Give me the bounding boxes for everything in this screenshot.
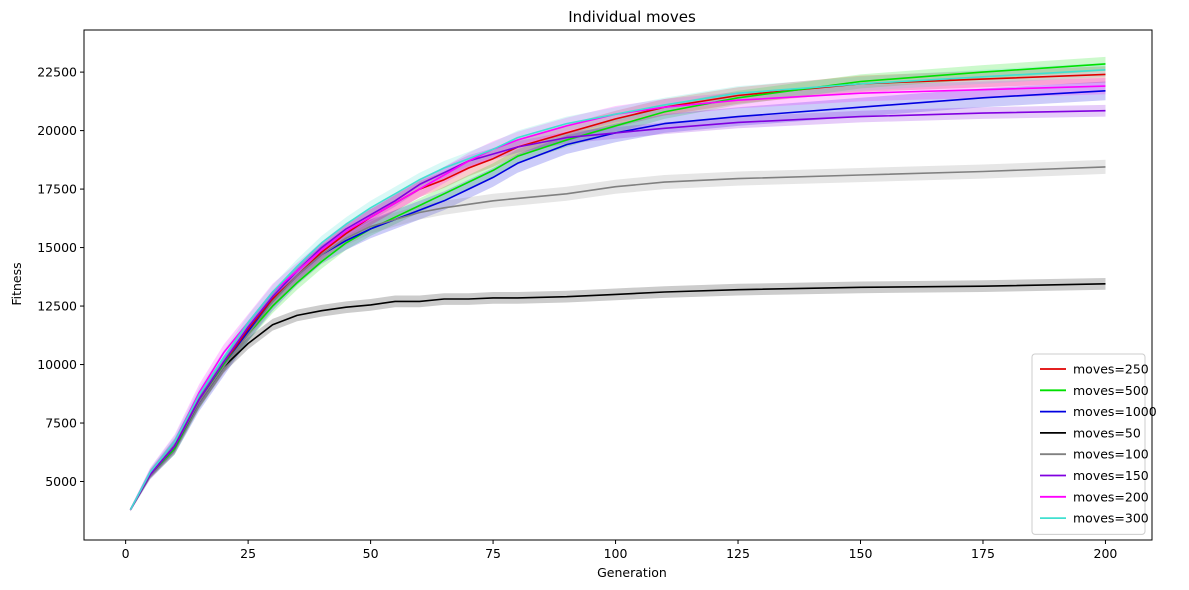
legend-label-5: moves=150 [1073, 468, 1149, 483]
x-axis-label: Generation [597, 565, 667, 580]
x-tick-label-25: 25 [240, 546, 256, 561]
plot-frame [83, 29, 1153, 541]
x-tick-label-125: 125 [726, 546, 750, 561]
x-tick-label-175: 175 [971, 546, 995, 561]
chart-title: Individual moves [568, 8, 696, 26]
series-line-4 [129, 166, 1106, 510]
y-axis-label: Fitness [9, 262, 24, 305]
series-band-3 [130, 278, 1106, 511]
y-tick-label-7500: 7500 [45, 416, 77, 431]
y-tick-label-17500: 17500 [37, 182, 77, 197]
plot-area: 0 25 50 75 100 125 150 175 200 5000 7500 10000 12500… [37, 29, 1157, 561]
series-band-4 [130, 159, 1106, 512]
series-line-5 [129, 109, 1106, 510]
series-line-7 [129, 69, 1106, 510]
x-tick-label-75: 75 [485, 546, 501, 561]
y-tick-label-22500: 22500 [37, 65, 77, 80]
x-tick-label-100: 100 [604, 546, 628, 561]
series-line-1 [129, 63, 1106, 510]
y-tick-label-20000: 20000 [37, 123, 77, 138]
x-tick-label-150: 150 [849, 546, 873, 561]
x-tick-label-50: 50 [363, 546, 379, 561]
y-tick-label-15000: 15000 [37, 240, 77, 255]
legend-label-7: moves=300 [1073, 511, 1149, 526]
y-tick-label-12500: 12500 [37, 299, 77, 314]
legend-label-0: moves=250 [1073, 362, 1149, 377]
legend-label-3: moves=50 [1073, 425, 1141, 440]
legend-label-4: moves=100 [1073, 447, 1149, 462]
legend-label-6: moves=200 [1073, 489, 1149, 504]
legend-label-2: moves=1000 [1073, 404, 1157, 419]
series-line-6 [129, 85, 1106, 510]
legend [1031, 353, 1146, 535]
x-tick-label-0: 0 [122, 546, 130, 561]
y-tick-label-10000: 10000 [37, 357, 77, 372]
x-tick-label-200: 200 [1094, 546, 1118, 561]
legend-label-1: moves=500 [1073, 383, 1149, 398]
y-tick-label-5000: 5000 [45, 474, 77, 489]
